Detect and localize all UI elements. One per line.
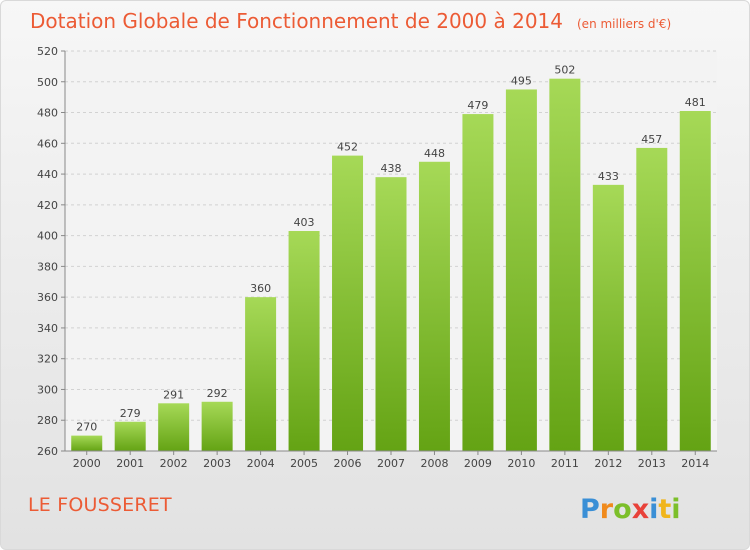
x-tick-label-2001: 2001 [116, 457, 144, 470]
value-label-2009: 479 [467, 99, 488, 112]
x-tick-label-2006: 2006 [334, 457, 362, 470]
value-label-2011: 502 [554, 64, 575, 77]
value-label-2014: 481 [685, 96, 706, 109]
y-tick-label: 460 [37, 137, 58, 150]
value-label-2012: 433 [598, 170, 619, 183]
x-tick-label-2005: 2005 [290, 457, 318, 470]
bar-2001 [114, 421, 146, 451]
y-tick-label: 280 [37, 414, 58, 427]
value-label-2005: 403 [294, 216, 315, 229]
bar-2009 [462, 114, 494, 452]
value-label-2001: 279 [120, 407, 141, 420]
value-label-2004: 360 [250, 282, 271, 295]
y-tick-label: 300 [37, 383, 58, 396]
value-label-2008: 448 [424, 147, 445, 160]
bar-2014 [679, 111, 711, 451]
x-tick-label-2010: 2010 [507, 457, 535, 470]
bar-2008 [418, 161, 450, 451]
proxiti-logo[interactable]: Proxiti [578, 488, 690, 528]
value-label-2007: 438 [381, 162, 402, 175]
bar-2002 [158, 403, 190, 451]
commune-name: LE FOUSSERET [28, 494, 172, 516]
y-tick-label: 500 [37, 76, 58, 89]
bar-2010 [505, 89, 537, 451]
value-label-2013: 457 [641, 133, 662, 146]
y-tick-label: 360 [37, 291, 58, 304]
x-tick-label-2008: 2008 [420, 457, 448, 470]
bar-2003 [201, 401, 233, 451]
bar-2006 [332, 155, 364, 451]
bar-2007 [375, 177, 407, 451]
chart-title: Dotation Globale de Fonctionnement de 20… [30, 9, 671, 33]
value-label-2006: 452 [337, 141, 358, 154]
bar-layer: 270 279 291 292 360 403 452 438 448 479 495 502 433 4… [71, 64, 711, 452]
bar-2004 [245, 297, 277, 451]
y-tick-label: 400 [37, 230, 58, 243]
x-tick-label-2009: 2009 [464, 457, 492, 470]
bar-2012 [592, 184, 624, 451]
x-tick-label-2002: 2002 [160, 457, 188, 470]
bar-2011 [549, 78, 581, 451]
y-tick-label: 420 [37, 199, 58, 212]
value-label-2010: 495 [511, 74, 532, 87]
y-tick-label: 480 [37, 107, 58, 120]
y-tick-label: 260 [37, 445, 58, 458]
svg-text:Proxiti: Proxiti [580, 494, 681, 525]
bar-2000 [71, 435, 103, 451]
bar-2013 [636, 147, 668, 451]
x-tick-label-2007: 2007 [377, 457, 405, 470]
bar-2005 [288, 231, 320, 451]
y-tick-label: 380 [37, 260, 58, 273]
x-tick-label-2012: 2012 [594, 457, 622, 470]
y-tick-label: 520 [37, 45, 58, 58]
x-tick-label-2013: 2013 [638, 457, 666, 470]
x-tick-label-2004: 2004 [247, 457, 275, 470]
value-label-2002: 291 [163, 388, 184, 401]
x-tick-label-2014: 2014 [681, 457, 709, 470]
x-tick-label-2003: 2003 [203, 457, 231, 470]
chart-title-text: Dotation Globale de Fonctionnement de 20… [30, 9, 563, 33]
y-tick-label: 320 [37, 353, 58, 366]
chart-title-unit: (en milliers d'€) [577, 17, 672, 31]
y-tick-label: 440 [37, 168, 58, 181]
y-tick-label: 340 [37, 322, 58, 335]
value-label-2003: 292 [207, 387, 228, 400]
axis-layer: 260 280 300 320 340 360 380 400 420 440 460 480 500 5… [37, 45, 717, 470]
x-tick-label-2011: 2011 [551, 457, 579, 470]
x-tick-label-2000: 2000 [73, 457, 101, 470]
value-label-2000: 270 [76, 421, 97, 434]
